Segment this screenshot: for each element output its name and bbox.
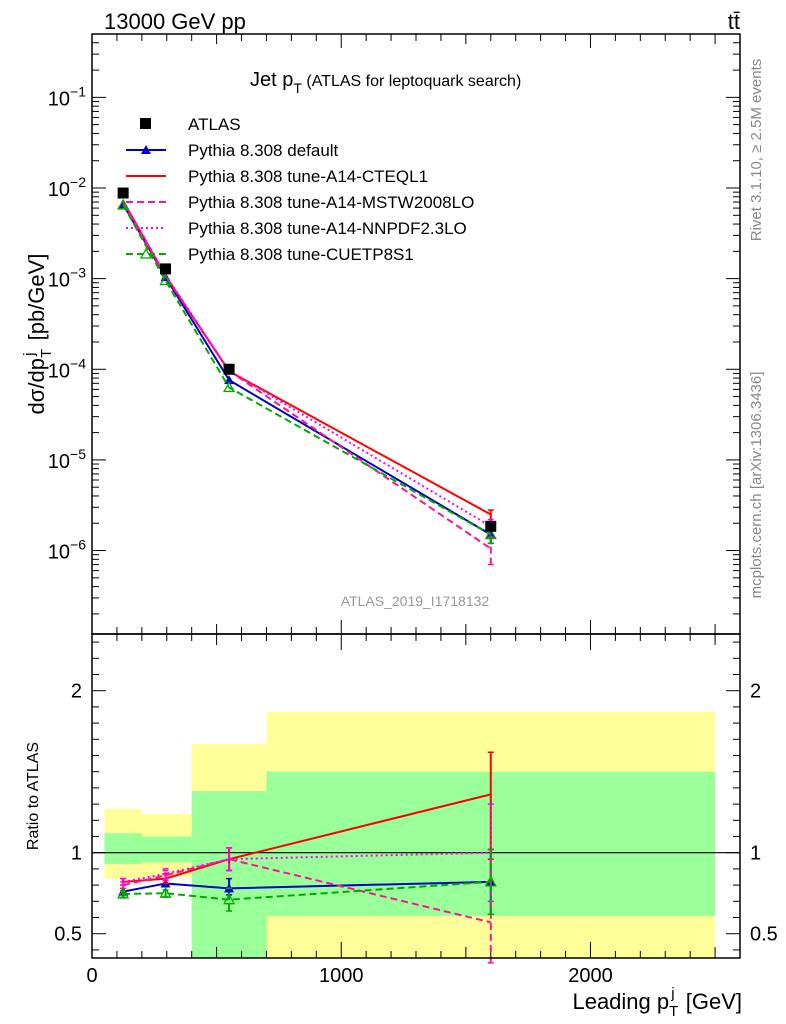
data-point xyxy=(485,520,497,532)
x-axis-label-sub: T xyxy=(669,1003,678,1020)
ratio-y-tick-label-left: 0.5 xyxy=(54,924,82,946)
ratio-y-tick-label-right: 0.5 xyxy=(750,924,778,946)
y-tick-label: 10−4 xyxy=(48,355,86,382)
legend-marker-data xyxy=(140,118,151,129)
y-tick-label: 10−6 xyxy=(48,537,86,564)
ratio-y-tick-label-left: 2 xyxy=(71,681,82,703)
y-tick-base: 10 xyxy=(48,270,70,292)
main-plot-panel: 10−110−210−310−410−510−6dσ/dpTj [pb/GeV]… xyxy=(21,33,741,635)
ratio-series-line-1 xyxy=(123,793,492,883)
ratio-series-line-3 xyxy=(122,851,491,883)
ratio-series-line-0 xyxy=(122,880,491,893)
y-tick-exponent: −1 xyxy=(70,83,86,99)
legend: ATLAS Pythia 8.308 default Pythia 8.308 tu… xyxy=(126,115,474,264)
band-green-0 xyxy=(104,833,142,865)
band-green-1 xyxy=(141,836,192,863)
ratio-y-tick-label-right: 1 xyxy=(750,843,761,865)
y-axis-label-sub: T xyxy=(38,349,55,358)
y-axis-label: dσ/dpTj [pb/GeV] xyxy=(21,254,55,415)
ratio-plot-frame xyxy=(91,633,741,959)
ratio-point xyxy=(117,887,130,899)
y-tick-exponent: −4 xyxy=(70,355,86,371)
x-axis-label-sup: j xyxy=(670,985,674,1002)
ratio-y-tick-label-left: 1 xyxy=(71,843,82,865)
y-tick-base: 10 xyxy=(48,451,70,473)
legend-label-4: Pythia 8.308 tune-CUETP8S1 xyxy=(188,245,414,264)
series-line-1 xyxy=(122,200,492,516)
series-point xyxy=(484,528,497,540)
beam-energy-label: 13000 GeV pp xyxy=(104,9,246,34)
y-tick-exponent: −2 xyxy=(70,174,86,190)
ratio-y-tick-label-right: 2 xyxy=(750,681,761,703)
ratio-point xyxy=(484,875,497,887)
y-tick-base: 10 xyxy=(48,179,70,201)
process-label: tt̄ xyxy=(728,9,740,34)
x-tick-label: 0 xyxy=(86,965,97,987)
ratio-series-line-4 xyxy=(123,880,491,901)
y-tick-base: 10 xyxy=(48,542,70,564)
y-axis-label-main: dσ/dp xyxy=(24,358,49,414)
plot-title: Jet pT (ATLAS for leptoquark search) xyxy=(250,69,521,96)
plot-title-rest: (ATLAS for leptoquark search) xyxy=(302,73,521,90)
ratio-plot-panel: 0.5 0.5 1 1 2 2 0 1000 2000 Ratio to ATLAS Leading… xyxy=(25,633,778,1020)
x-tick-label: 1000 xyxy=(319,965,364,987)
y-tick-label: 10−2 xyxy=(48,174,86,201)
y-axis-label-unit: [pb/GeV] xyxy=(24,254,49,347)
legend-label-1: Pythia 8.308 tune-A14-CTEQL1 xyxy=(188,167,428,186)
ratio-point xyxy=(222,893,236,905)
legend-label-2: Pythia 8.308 tune-A14-MSTW2008LO xyxy=(188,193,474,212)
y-axis-label-sup: j xyxy=(21,353,38,357)
y-tick-exponent: −3 xyxy=(70,265,86,281)
uncertainty-bands xyxy=(104,711,716,958)
series-point xyxy=(117,198,130,210)
y-tick-exponent: −5 xyxy=(70,446,86,462)
data-point xyxy=(223,363,235,375)
y-tick-exponent: −6 xyxy=(70,537,86,553)
y-tick-label: 10−5 xyxy=(48,446,86,473)
legend-marker-4 xyxy=(139,247,153,259)
y-tick-label: 10−3 xyxy=(48,265,86,292)
data-point xyxy=(160,263,172,275)
legend-marker-0 xyxy=(141,145,151,154)
legend-label-data: ATLAS xyxy=(188,115,241,134)
x-axis-label: Leading pTj [GeV] xyxy=(572,985,742,1020)
ratio-y-axis-label: Ratio to ATLAS xyxy=(25,742,42,850)
y-tick-label: 10−1 xyxy=(48,83,86,110)
series-line-0 xyxy=(122,203,492,536)
legend-label-0: Pythia 8.308 default xyxy=(188,141,339,160)
legend-label-3: Pythia 8.308 tune-A14-NNPDF2.3LO xyxy=(188,219,467,238)
plot-title-sub: T xyxy=(293,80,302,96)
data-point xyxy=(117,187,129,199)
plot-title-main: Jet p xyxy=(250,69,293,91)
ratio-point xyxy=(159,886,172,898)
analysis-watermark: ATLAS_2019_I1718132 xyxy=(341,593,490,609)
mcplots-label: mcplots.cern.ch [arXiv:1306.3436] xyxy=(748,372,765,599)
series-point xyxy=(159,274,172,286)
y-tick-base: 10 xyxy=(48,360,70,382)
x-tick-label: 2000 xyxy=(568,965,613,987)
y-tick-base: 10 xyxy=(48,88,70,110)
band-green-2 xyxy=(191,791,267,958)
series-line-4 xyxy=(122,204,492,536)
x-axis-label-unit: [GeV] xyxy=(680,989,742,1014)
series-line-2 xyxy=(122,202,492,550)
rivet-version-label: Rivet 3.1.10, ≥ 2.5M events xyxy=(748,59,765,242)
series-point xyxy=(222,381,236,393)
x-axis-label-main: Leading p xyxy=(572,989,669,1014)
